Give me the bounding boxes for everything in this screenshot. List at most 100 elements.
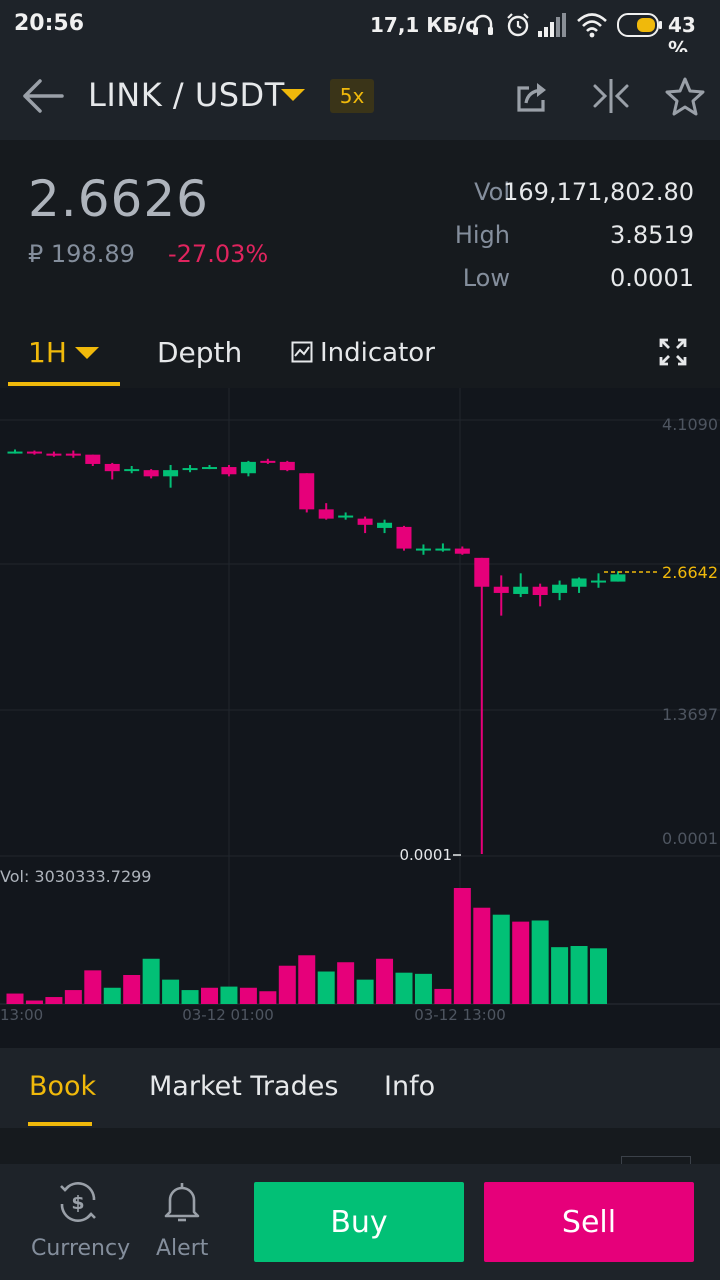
sell-button[interactable]: Sell	[484, 1182, 694, 1262]
candlestick-chart[interactable]: 4.1090 1.3697 0.0001 2.6642 0.0001 Vol: 30303…	[0, 388, 720, 1048]
candle-body	[46, 453, 62, 456]
volume-bar	[395, 972, 413, 1004]
volume-bar	[84, 970, 102, 1004]
volume-bar	[45, 997, 63, 1004]
pair-title[interactable]: LINK / USDT	[88, 76, 285, 114]
candle-body	[182, 468, 198, 471]
ticker-summary: 2.6626 ₽ 198.89 -27.03% Vol 169,171,802.…	[0, 140, 720, 316]
tab-info[interactable]: Info	[384, 1071, 436, 1102]
depth-selector[interactable]	[621, 1156, 691, 1165]
volume-bar	[473, 907, 491, 1004]
candle-body	[221, 467, 237, 475]
buy-button[interactable]: Buy	[254, 1182, 464, 1262]
signal-icon	[538, 13, 566, 37]
volume-bar	[181, 990, 199, 1004]
candle-body	[163, 470, 179, 477]
volume-bar	[531, 920, 549, 1004]
candle-body	[299, 473, 315, 510]
candle-body	[240, 461, 256, 474]
candle-body	[65, 453, 81, 456]
volume-label: Vol: 3030333.7299	[0, 867, 151, 886]
tab-book[interactable]: Book	[29, 1071, 97, 1102]
chart-grid	[0, 388, 720, 1005]
time-axis-label: 03-12 01:00	[182, 1006, 274, 1024]
headphones-icon	[473, 14, 493, 35]
price-axis-label: 0.0001	[662, 829, 718, 848]
high-value: 3.8519	[610, 221, 694, 249]
candle-body	[7, 451, 23, 454]
volume-bar	[512, 921, 530, 1004]
interval-selector[interactable]: 1H	[28, 336, 67, 369]
volume-bar	[376, 958, 394, 1004]
compare-icon[interactable]	[591, 77, 631, 115]
candle-body	[493, 586, 509, 593]
candle-body	[318, 509, 334, 519]
alert-label[interactable]: Alert	[156, 1236, 209, 1261]
candle-body	[26, 451, 42, 454]
volume-bar	[6, 993, 24, 1004]
interval-caret-icon[interactable]	[74, 346, 100, 360]
volume-bar	[317, 971, 335, 1004]
candle-body	[124, 469, 140, 472]
volume-bar	[123, 975, 141, 1004]
candle-body	[85, 454, 101, 464]
tab-market-trades[interactable]: Market Trades	[149, 1071, 339, 1102]
candle-body	[338, 515, 354, 518]
candle-body	[396, 526, 412, 549]
volume-bar	[298, 955, 316, 1004]
battery-percent: 43 %	[668, 13, 696, 61]
price-change: -27.03%	[168, 240, 269, 268]
last-price: 2.6626	[28, 170, 209, 228]
candle-body	[357, 518, 373, 525]
status-bar: 20:56 17,1 КБ/с 43 %	[0, 0, 720, 61]
alarm-icon	[507, 13, 529, 37]
tab-depth[interactable]: Depth	[157, 336, 243, 369]
share-icon[interactable]	[515, 78, 551, 114]
volume-bar	[259, 991, 277, 1004]
low-label: Low	[462, 264, 510, 292]
candle-body	[474, 557, 490, 587]
vol-value: 169,171,802.80	[503, 178, 694, 206]
volume-bar	[239, 987, 257, 1004]
star-icon[interactable]	[664, 76, 706, 116]
candle-body	[513, 586, 529, 594]
fullscreen-icon[interactable]	[659, 338, 687, 366]
caret-down-icon[interactable]	[279, 87, 307, 103]
volume-bar	[220, 986, 238, 1004]
time-axis-label: 03-12 13:00	[414, 1006, 506, 1024]
candle-body	[202, 467, 217, 470]
wifi-icon	[577, 13, 607, 38]
indicator-icon[interactable]	[291, 341, 313, 363]
volume-bar	[551, 947, 569, 1004]
candle-body	[454, 548, 470, 554]
volume-bar	[414, 973, 432, 1004]
candle-body	[279, 461, 295, 471]
currency-icon[interactable]: $	[56, 1180, 100, 1224]
bell-icon[interactable]	[162, 1180, 202, 1224]
chart-canvas[interactable]: 4.1090 1.3697 0.0001 2.6642 0.0001 Vol: 30303…	[0, 388, 720, 1048]
tab-indicator[interactable]: Indicator	[320, 338, 435, 368]
back-arrow-icon[interactable]	[22, 78, 64, 114]
chart-labels: 4.1090 1.3697 0.0001 2.6642 0.0001 Vol: 30303…	[0, 415, 718, 1024]
time-axis-label: 13:00	[0, 1006, 43, 1024]
volume-bar	[434, 988, 452, 1004]
currency-label[interactable]: Currency	[31, 1236, 131, 1261]
tab-book-underline	[28, 1122, 92, 1126]
network-speed: 17,1 КБ/с	[370, 13, 478, 37]
candle-body	[415, 548, 431, 551]
chart-toolbar: 1H Depth Indicator	[0, 316, 720, 388]
order-book-header	[0, 1128, 720, 1165]
volume-bar	[25, 1000, 43, 1004]
price-axis-label: 1.3697	[662, 705, 718, 724]
low-value: 0.0001	[610, 264, 694, 292]
candle-body	[591, 580, 606, 583]
candle-body	[260, 460, 276, 463]
candle-body	[610, 574, 626, 582]
battery-icon	[617, 13, 662, 37]
candle-body	[435, 548, 451, 551]
volume-bar	[337, 962, 355, 1004]
candle-body	[552, 584, 568, 593]
volume-bar	[142, 958, 160, 1004]
volume-bar	[64, 990, 82, 1004]
volume-bar	[590, 948, 607, 1004]
